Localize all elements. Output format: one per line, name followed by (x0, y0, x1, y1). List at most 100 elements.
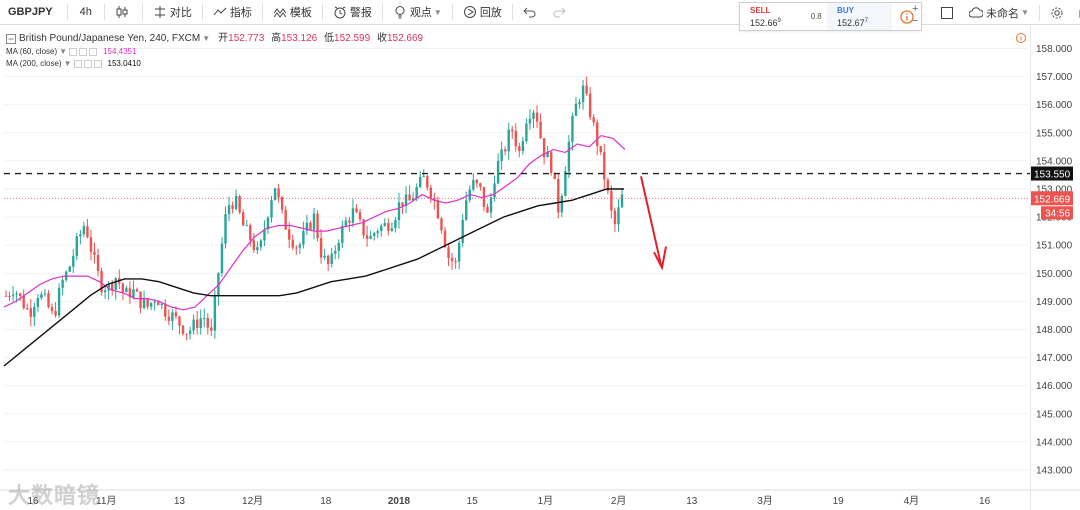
candle-body (365, 235, 369, 239)
chart-type-button[interactable] (109, 0, 138, 25)
buy-button[interactable]: BUY 152.677 (827, 3, 893, 30)
candle-body (29, 308, 32, 317)
sell-label: SELL (750, 5, 771, 15)
alert-button[interactable]: 警报 (327, 0, 378, 25)
candle-body (532, 112, 535, 119)
current-price-label: 152.669 (1034, 194, 1071, 205)
candle-body (518, 146, 521, 152)
ma60-settings-box[interactable] (89, 48, 98, 56)
candle-body (135, 289, 139, 292)
candle-body (220, 243, 224, 274)
candle-body (404, 194, 408, 206)
candle-body (4, 295, 8, 297)
candle-body (188, 330, 192, 335)
candle-body (61, 280, 64, 288)
candle-body (447, 247, 450, 259)
ma60-settings-box[interactable] (69, 48, 78, 56)
buy-price: 152.67 (837, 17, 865, 28)
candle-body (107, 283, 110, 291)
candle-body (496, 160, 500, 184)
fullscreen-button[interactable] (934, 0, 963, 25)
buy-price-group: 152.677 (837, 16, 892, 29)
ma200-line (3, 188, 624, 367)
candle-body (500, 149, 503, 161)
ma60-settings-box[interactable] (79, 48, 88, 56)
compare-icon (154, 6, 165, 18)
indicators-label: 指标 (229, 7, 252, 19)
templates-icon (273, 8, 287, 18)
indicators-icon (213, 7, 227, 16)
candle-body (419, 176, 422, 187)
candle-body (192, 319, 195, 331)
ma200-legend-row[interactable]: MA (200, close) ▼ 153.0410 (6, 58, 423, 70)
compare-button[interactable]: 对比 (147, 0, 198, 25)
candle-body (213, 296, 217, 331)
candle-body (47, 293, 50, 308)
candle-body (493, 183, 496, 198)
undo-button[interactable] (517, 0, 546, 25)
candle-body (610, 190, 613, 211)
candle-body (82, 226, 86, 235)
candle-body (348, 220, 351, 223)
replay-button[interactable]: 回放 (457, 0, 508, 25)
collapse-icon[interactable] (6, 34, 16, 44)
indicators-button[interactable]: 指标 (207, 0, 258, 25)
sell-button[interactable]: SELL 152.669 (740, 3, 805, 30)
trade-widget: SELL 152.669 0.8 BUY 152.677 (739, 2, 922, 31)
templates-button[interactable]: 模板 (267, 0, 318, 25)
countdown-label: 34:56 (1045, 208, 1070, 219)
chevron-down-icon[interactable]: ▼ (202, 34, 211, 43)
candle-body (408, 194, 411, 201)
ma200-settings-box[interactable] (83, 60, 92, 68)
ma200-settings-box[interactable] (93, 60, 102, 68)
ideas-label: 观点 (409, 7, 432, 19)
trade-info-button[interactable] (892, 3, 921, 30)
candle-body (457, 242, 461, 262)
candle-body (319, 238, 323, 258)
candle-body (295, 247, 298, 249)
info-circle-icon (1016, 33, 1026, 43)
time-tick-label: 15 (467, 496, 479, 507)
candle-body (514, 131, 517, 147)
candle-body (11, 294, 15, 296)
candle-body (245, 225, 248, 227)
zoom-in-button[interactable]: + (912, 3, 919, 15)
screenshot-button[interactable] (1073, 0, 1080, 25)
ma200-settings-box[interactable] (73, 60, 82, 68)
candle-body (171, 312, 174, 321)
zoom-out-button[interactable]: − (912, 15, 919, 27)
replay-icon (463, 6, 476, 18)
candle-body (603, 152, 606, 180)
ma200-label: MA (200, close) (6, 59, 62, 68)
interval-selector[interactable]: 4h (79, 6, 92, 18)
price-chart[interactable]: 158.000 157.000 156.000 155.000 154.000 153.0… (0, 26, 1080, 510)
layout-name-button[interactable]: 未命名 ▼ (963, 0, 1035, 25)
candle-body (114, 278, 117, 290)
candle-body (511, 129, 514, 132)
redo-button[interactable] (546, 0, 575, 25)
ma60-legend-row[interactable]: MA (60, close) ▼ 154.4351 (6, 46, 423, 58)
zoom-controls: + − (912, 3, 918, 27)
candle-body (231, 205, 234, 209)
toolbar-right-group: 未命名 ▼ (934, 0, 1080, 25)
candle-body (103, 290, 107, 293)
time-axis: 16 11月 13 12月 18 2018 15 1月 2月 13 3月 19 4月 16 (0, 489, 1080, 507)
symbol-selector[interactable]: GBPJPY (8, 6, 53, 18)
candle-body (280, 197, 284, 210)
candle-body (571, 115, 574, 142)
symbol-title: British Pound/Japanese Yen, 240, FXCM (19, 33, 201, 44)
watermark-text: 大数暗镜 (8, 483, 101, 508)
cloud-icon (969, 6, 983, 17)
candle-body (613, 210, 617, 225)
candle-body (503, 149, 507, 152)
candle-body (355, 208, 358, 213)
candle-body (316, 213, 319, 239)
settings-button[interactable] (1044, 0, 1073, 25)
ideas-button[interactable]: 观点 ▼ (387, 0, 448, 25)
time-tick-label: 12月 (242, 495, 263, 507)
candle-body (617, 207, 620, 225)
candle-body (227, 205, 231, 215)
current-price-tag (1031, 191, 1073, 206)
candle-body (596, 122, 599, 147)
candle-body (33, 306, 36, 317)
